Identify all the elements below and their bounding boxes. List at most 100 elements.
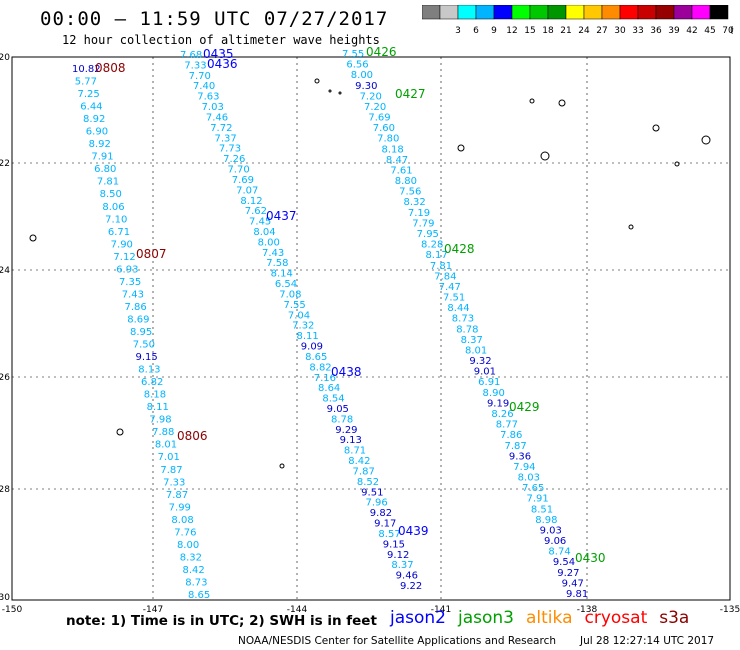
wave-height-value: 7.47 <box>439 282 461 293</box>
wave-height-value: 9.30 <box>355 81 377 92</box>
legend-label: 39 <box>668 26 680 36</box>
wave-height-value: 8.00 <box>258 237 280 248</box>
wave-height-value: 7.19 <box>408 208 430 219</box>
page-title: 00:00 – 11:59 UTC 07/27/2017 <box>40 8 389 30</box>
island-outline <box>116 428 124 436</box>
legend-label: 70 <box>722 26 734 36</box>
legend-label: 9 <box>491 26 497 36</box>
wave-height-value: 9.54 <box>553 557 575 568</box>
wave-height-value: 6.93 <box>116 264 138 275</box>
island-outline <box>628 224 634 230</box>
pass-time-label: 0437 <box>266 209 297 223</box>
wave-height-value: 7.98 <box>149 415 171 426</box>
wave-height-value: 8.08 <box>171 515 193 526</box>
wave-height-value: 9.12 <box>387 550 409 561</box>
footnote: note: 1) Time is in UTC; 2) SWH is in fe… <box>66 613 377 629</box>
wave-height-value: 7.87 <box>353 466 375 477</box>
wave-height-value: 8.51 <box>531 504 553 515</box>
wave-height-value: 8.04 <box>253 227 275 238</box>
legend-label: 30 <box>614 26 626 36</box>
lat-label: -28 <box>0 485 10 495</box>
wave-height-value: 9.82 <box>370 508 392 519</box>
wave-height-value: 7.03 <box>202 102 224 113</box>
wave-height-value: 8.37 <box>461 335 483 346</box>
lat-label: -24 <box>0 266 10 276</box>
wave-height-value: 7.94 <box>513 462 535 473</box>
wave-height-value: 8.13 <box>138 365 160 376</box>
island-outline <box>652 124 660 132</box>
pass-time-label: 0429 <box>509 400 540 414</box>
wave-height-value: 7.87 <box>505 441 527 452</box>
wave-height-value: 8.11 <box>296 331 318 342</box>
wave-height-value: 9.27 <box>557 568 579 579</box>
wave-height-value: 8.28 <box>421 240 443 251</box>
wave-height-value: 7.43 <box>262 248 284 259</box>
wave-height-value: 8.57 <box>378 529 400 540</box>
page-subtitle: 12 hour collection of altimeter wave hei… <box>62 33 380 47</box>
lon-label: -141 <box>431 605 451 615</box>
wave-height-value: 6.82 <box>141 377 163 388</box>
pass-time-label: 0426 <box>366 45 397 59</box>
wave-height-value: 7.96 <box>365 498 387 509</box>
wave-height-value: 8.06 <box>102 202 124 213</box>
wave-height-value: 7.87 <box>160 465 182 476</box>
wave-height-value: 8.54 <box>322 394 344 405</box>
wave-height-value: 9.22 <box>400 581 422 592</box>
map-frame <box>11 56 731 601</box>
wave-height-value: 7.61 <box>390 165 412 176</box>
wave-height-value: 7.16 <box>314 373 336 384</box>
wave-height-value: 7.32 <box>292 321 314 332</box>
wave-height-value: 7.80 <box>377 134 399 145</box>
wave-height-value: 10.82 <box>72 64 101 75</box>
island-outline <box>558 99 566 107</box>
wave-height-value: 8.18 <box>382 144 404 155</box>
wave-height-value: 8.12 <box>240 196 262 207</box>
wave-height-value: 8.32 <box>180 552 202 563</box>
wave-height-value: 8.37 <box>391 560 413 571</box>
wave-height-value: 7.69 <box>368 113 390 124</box>
wave-height-value: 8.82 <box>309 362 331 373</box>
lon-label: -150 <box>2 605 23 615</box>
wave-height-value: 7.43 <box>122 289 144 300</box>
wave-height-value: 7.01 <box>158 452 180 463</box>
island-outline <box>29 234 37 242</box>
wave-height-value: 8.52 <box>357 477 379 488</box>
island-outline <box>529 98 535 104</box>
legend-label: 27 <box>596 26 607 36</box>
wave-height-value: 8.00 <box>177 540 199 551</box>
wave-height-value: 8.90 <box>483 388 505 399</box>
wave-height-value: 7.79 <box>412 218 434 229</box>
wave-height-value: 7.87 <box>166 490 188 501</box>
wave-height-value: 7.25 <box>78 89 100 100</box>
pass-time-label: 0436 <box>207 57 238 71</box>
wave-height-value: 7.55 <box>342 49 364 60</box>
legend-label: 18 <box>542 26 554 36</box>
wave-height-value: 7.50 <box>133 340 155 351</box>
wave-height-value: 7.35 <box>119 277 141 288</box>
wave-height-value: 9.15 <box>136 352 158 363</box>
wave-height-value: 8.64 <box>318 383 340 394</box>
wave-height-value: 8.92 <box>83 114 105 125</box>
legend-label: 3 <box>455 26 461 36</box>
wave-height-value: 7.20 <box>364 102 386 113</box>
wave-height-value: 9.19 <box>487 398 509 409</box>
legend-label: 24 <box>578 26 590 36</box>
pass-time-label: 0807 <box>136 247 167 261</box>
wave-height-value: 7.20 <box>360 91 382 102</box>
sat-jason3: jason3 <box>458 608 514 628</box>
island-outline <box>674 161 680 167</box>
wave-height-value: 9.03 <box>540 525 562 536</box>
island-outline <box>338 91 342 95</box>
wave-height-value: 7.86 <box>124 302 146 313</box>
pass-time-label: 0430 <box>575 551 606 565</box>
legend-swatch <box>709 5 729 20</box>
wave-height-value: 8.92 <box>89 139 111 150</box>
wave-height-value: 8.26 <box>491 409 513 420</box>
wave-height-value: 7.76 <box>174 527 196 538</box>
wave-height-value: 8.01 <box>465 345 487 356</box>
sat-s3a: s3a <box>659 608 690 628</box>
wave-height-value: 9.13 <box>340 435 362 446</box>
wave-height-value: 8.71 <box>344 446 366 457</box>
island-outline <box>328 89 332 93</box>
wave-height-value: 8.73 <box>185 577 207 588</box>
